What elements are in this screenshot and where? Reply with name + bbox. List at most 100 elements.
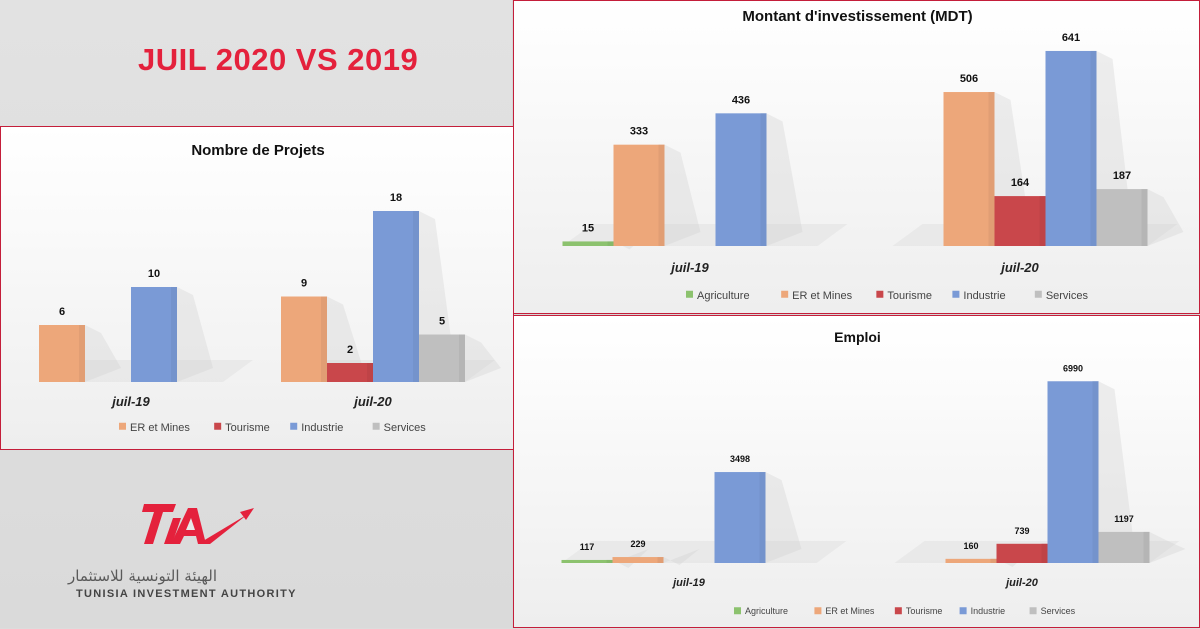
- legend-label-services: Services: [384, 422, 427, 434]
- chart-panel-nombre-de-projets: Nombre de Projets 6 10 juil-19 9 2 18 5 juil-20 E…: [0, 126, 514, 450]
- data-label: 15: [582, 222, 594, 234]
- bar-shadow: [765, 472, 802, 563]
- headline: JUIL 2020 VS 2019: [138, 42, 419, 77]
- chart-title: Montant d'investissement (MDT): [742, 8, 972, 25]
- bar-edge: [1090, 50, 1097, 247]
- bar-edge: [759, 472, 766, 563]
- legend-label-tourisme: Tourisme: [887, 290, 932, 302]
- bar-shadow: [85, 325, 121, 382]
- chart-emploi: Emploi 117 229 3498 juil-19 160 739 6990 1197 jui…: [561, 329, 1186, 616]
- data-label: 436: [732, 94, 750, 106]
- bar-agriculture-juil-19: [562, 241, 614, 246]
- legend-label-tourisme: Tourisme: [906, 606, 943, 616]
- legend-swatch-services: [372, 422, 380, 430]
- data-label: 6990: [1063, 363, 1083, 373]
- bar-edge: [171, 287, 177, 382]
- data-label: 3498: [730, 454, 750, 464]
- data-label: 229: [630, 539, 645, 549]
- bar-industrie-juil-20: [1047, 381, 1099, 563]
- bar-services-juil-20: [419, 334, 465, 382]
- chart-title: Emploi: [834, 329, 881, 345]
- legend-label-industrie: Industrie: [301, 422, 343, 434]
- tia-logo-mark: [142, 504, 254, 544]
- legend-label-tourisme: Tourisme: [225, 422, 270, 434]
- bar-agriculture-juil-19: [561, 559, 613, 563]
- bar-shadow: [766, 113, 803, 247]
- data-label: 739: [1014, 526, 1029, 536]
- bar-edge: [459, 334, 465, 382]
- data-label: 164: [1011, 177, 1030, 189]
- legend-label-industrie: Industrie: [963, 290, 1005, 302]
- bar-shadow: [663, 549, 700, 566]
- legend-swatch-er-et-mines: [814, 607, 822, 615]
- chart-montant-investissement: Montant d'investissement (MDT) 15 333 436 ju…: [562, 8, 1184, 302]
- legend-swatch-er-et-mines: [781, 290, 789, 298]
- data-label: 18: [390, 192, 402, 204]
- data-label: 9: [301, 278, 307, 290]
- bar-edge: [321, 296, 327, 382]
- data-label: 160: [963, 541, 978, 551]
- bar-er-et-mines-juil-19: [612, 557, 664, 563]
- bar-industrie-juil-19: [131, 287, 177, 382]
- legend-label-er-et-mines: ER et Mines: [825, 606, 875, 616]
- bar-edge: [990, 558, 997, 563]
- bar-er-et-mines-juil-19: [39, 325, 85, 382]
- legend-label-agriculture: Agriculture: [697, 290, 750, 302]
- category-label: juil-19: [669, 260, 709, 275]
- category-label: juil-20: [352, 394, 392, 409]
- bar-shadow: [465, 334, 501, 382]
- bar-shadow: [1149, 531, 1186, 563]
- bar-shadow: [177, 287, 213, 382]
- bar-edge: [413, 211, 419, 382]
- bar-edge: [606, 559, 613, 563]
- bar-edge: [1039, 196, 1046, 246]
- chart-nombre-de-projets: Nombre de Projets 6 10 juil-19 9 2 18 5 juil-20 E…: [39, 142, 501, 434]
- category-label: juil-19: [110, 394, 150, 409]
- bar-shadow: [664, 144, 701, 246]
- legend-label-industrie: Industrie: [971, 606, 1006, 616]
- legend-swatch-industrie: [290, 422, 298, 430]
- bar-services-juil-20: [1098, 531, 1150, 563]
- data-label: 10: [148, 268, 160, 280]
- data-label: 1197: [1114, 514, 1134, 524]
- legend-swatch-services: [1029, 607, 1037, 615]
- category-label: juil-20: [1004, 577, 1039, 589]
- bar-edge: [1092, 381, 1099, 563]
- legend-label-agriculture: Agriculture: [745, 606, 788, 616]
- chart-title: Nombre de Projets: [191, 142, 324, 159]
- bar-edge: [79, 325, 85, 382]
- bar-tourisme-juil-20: [327, 363, 373, 382]
- tia-logo: [60, 490, 300, 610]
- legend-swatch-industrie: [952, 290, 960, 298]
- legend-label-services: Services: [1041, 606, 1076, 616]
- bar-industrie-juil-20: [373, 211, 419, 382]
- legend-label-er-et-mines: ER et Mines: [792, 290, 852, 302]
- legend-swatch-agriculture: [734, 607, 741, 615]
- floor-shadow: [561, 541, 847, 563]
- bar-services-juil-20: [1096, 189, 1148, 246]
- legend-label-er-et-mines: ER et Mines: [130, 422, 190, 434]
- bar-edge: [760, 113, 767, 247]
- bar-edge: [1041, 543, 1048, 563]
- bar-edge: [607, 241, 614, 246]
- bar-industrie-juil-19: [715, 113, 767, 247]
- bar-er-et-mines-juil-19: [613, 144, 665, 246]
- data-label: 2: [347, 344, 353, 356]
- bar-shadow: [1098, 381, 1135, 563]
- legend-swatch-industrie: [959, 607, 967, 615]
- data-label: 5: [439, 316, 445, 328]
- bar-tourisme-juil-20: [996, 543, 1048, 563]
- legend-swatch-tourisme: [214, 422, 222, 430]
- logo-arabic-text: الهيئة التونسية للاستثمار: [68, 567, 218, 585]
- legend-swatch-tourisme: [894, 607, 902, 615]
- legend-swatch-er-et-mines: [119, 422, 126, 430]
- data-label: 506: [960, 73, 978, 85]
- chart-panel-emploi: Emploi 117 229 3498 juil-19 160 739 6990 1197 jui…: [513, 315, 1200, 628]
- logo-english-text: TUNISIA INVESTMENT AUTHORITY: [76, 588, 297, 600]
- bar-er-et-mines-juil-20: [281, 296, 327, 382]
- legend-swatch-services: [1034, 290, 1042, 298]
- bar-tourisme-juil-20: [994, 196, 1046, 246]
- bar-edge: [657, 557, 664, 563]
- bar-industrie-juil-19: [714, 472, 766, 563]
- legend-label-services: Services: [1046, 290, 1089, 302]
